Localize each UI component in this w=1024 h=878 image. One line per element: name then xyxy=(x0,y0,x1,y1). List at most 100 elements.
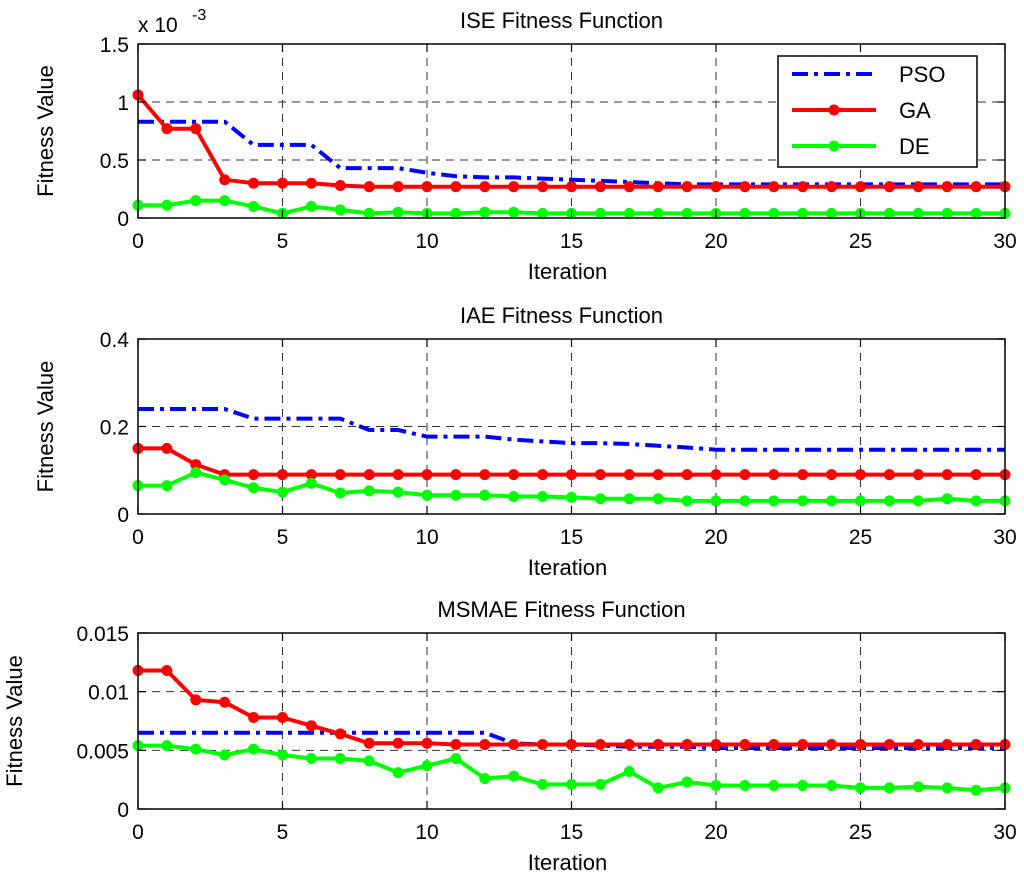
data-point-de xyxy=(710,780,722,792)
data-point-de xyxy=(161,740,173,752)
data-point-ga xyxy=(710,738,722,750)
data-point-de xyxy=(681,776,693,788)
data-point-de xyxy=(219,474,231,486)
data-point-de xyxy=(421,760,433,772)
x-axis-label: Iteration xyxy=(528,555,608,580)
data-point-de xyxy=(826,207,838,219)
data-point-ga xyxy=(797,469,809,481)
data-point-de xyxy=(363,485,375,497)
legend-label-de: DE xyxy=(899,134,930,159)
data-point-de xyxy=(739,207,751,219)
data-point-de xyxy=(970,784,982,796)
data-point-de xyxy=(363,755,375,767)
data-point-ga xyxy=(190,459,202,471)
data-point-ga xyxy=(479,181,491,193)
data-point-de xyxy=(479,772,491,784)
data-point-de xyxy=(508,770,520,782)
data-point-de xyxy=(681,495,693,507)
y-axis-label: Fitness Value xyxy=(33,361,58,493)
data-point-de xyxy=(392,206,404,218)
x-tick-label: 0 xyxy=(132,230,144,253)
data-point-de xyxy=(768,495,780,507)
data-point-ga xyxy=(566,469,577,481)
data-point-ga xyxy=(768,181,780,193)
data-point-ga xyxy=(219,174,231,186)
data-point-de xyxy=(450,489,462,501)
chart-title: ISE Fitness Function xyxy=(460,8,663,33)
data-point-de xyxy=(305,200,317,212)
x-tick-label: 25 xyxy=(849,230,872,253)
data-point-de xyxy=(912,781,924,793)
data-point-ga xyxy=(855,738,866,750)
data-point-de xyxy=(739,780,751,792)
data-point-ga xyxy=(479,469,491,481)
data-point-de xyxy=(421,489,433,501)
data-point-de xyxy=(883,495,895,507)
y-tick-label: 0.4 xyxy=(100,329,130,352)
data-point-ga xyxy=(739,181,751,193)
legend: PSO GA DE xyxy=(777,55,978,168)
x-tick-label: 5 xyxy=(277,230,289,253)
subplot-2: 0 5 10 15 20 25 30 0 0.2 0.4 IAE Fitness Function I… xyxy=(33,303,1017,580)
data-point-ga xyxy=(248,469,260,481)
y-tick-label: 0 xyxy=(117,504,129,527)
x-tick-label: 10 xyxy=(415,821,438,844)
data-point-ga xyxy=(594,738,606,750)
data-point-de xyxy=(305,477,317,489)
data-point-ga xyxy=(594,469,606,481)
data-point-ga xyxy=(161,123,173,135)
data-point-de xyxy=(248,743,260,755)
x-axis-label: Iteration xyxy=(528,259,608,284)
data-point-ga xyxy=(248,711,260,723)
data-point-ga xyxy=(739,469,751,481)
data-point-ga xyxy=(941,181,953,193)
y-axis-label: Fitness Value xyxy=(2,655,27,787)
data-point-ga xyxy=(623,738,635,750)
x-tick-label: 15 xyxy=(560,230,583,253)
data-point-de xyxy=(161,199,173,211)
data-point-ga xyxy=(219,696,231,708)
y-tick-label: 0 xyxy=(117,208,129,231)
data-point-ga xyxy=(768,738,780,750)
data-point-ga xyxy=(855,181,866,193)
data-point-de xyxy=(652,493,664,505)
data-point-de xyxy=(566,491,577,503)
subplot-3: 0 5 10 15 20 25 30 0 0.005 0.01 0.015 MSMAE Fitness… xyxy=(2,597,1017,875)
data-point-ga xyxy=(334,469,346,481)
data-point-de xyxy=(190,743,202,755)
legend-label-pso: PSO xyxy=(899,62,945,87)
data-point-de xyxy=(797,780,809,792)
y-tick-label: 1 xyxy=(117,92,129,115)
x-tick-label: 20 xyxy=(704,526,727,549)
data-point-ga xyxy=(305,469,317,481)
data-point-ga xyxy=(797,181,809,193)
data-point-de xyxy=(855,495,866,507)
x-tick-label: 30 xyxy=(993,821,1016,844)
data-point-de xyxy=(334,204,346,216)
data-point-de xyxy=(623,765,635,777)
data-point-ga xyxy=(768,469,780,481)
legend-label-ga: GA xyxy=(899,98,931,123)
data-point-de xyxy=(392,486,404,498)
data-point-ga xyxy=(421,469,433,481)
data-point-de xyxy=(912,495,924,507)
data-point-de xyxy=(739,495,751,507)
data-point-ga xyxy=(912,738,924,750)
data-point-de xyxy=(855,782,866,794)
data-point-de xyxy=(970,207,982,219)
data-point-ga xyxy=(508,181,520,193)
data-point-ga xyxy=(652,181,664,193)
legend-marker-ga xyxy=(828,104,840,116)
data-point-ga xyxy=(681,738,693,750)
y-tick-label: 0.2 xyxy=(100,417,129,440)
data-point-ga xyxy=(392,469,404,481)
data-point-de xyxy=(941,493,953,505)
data-point-ga xyxy=(334,728,346,740)
data-point-ga xyxy=(363,181,375,193)
data-point-ga xyxy=(305,720,317,732)
x-tick-label: 15 xyxy=(560,526,583,549)
data-point-de xyxy=(826,780,838,792)
x-tick-label: 5 xyxy=(277,526,289,549)
x-axis-label: Iteration xyxy=(528,850,608,875)
